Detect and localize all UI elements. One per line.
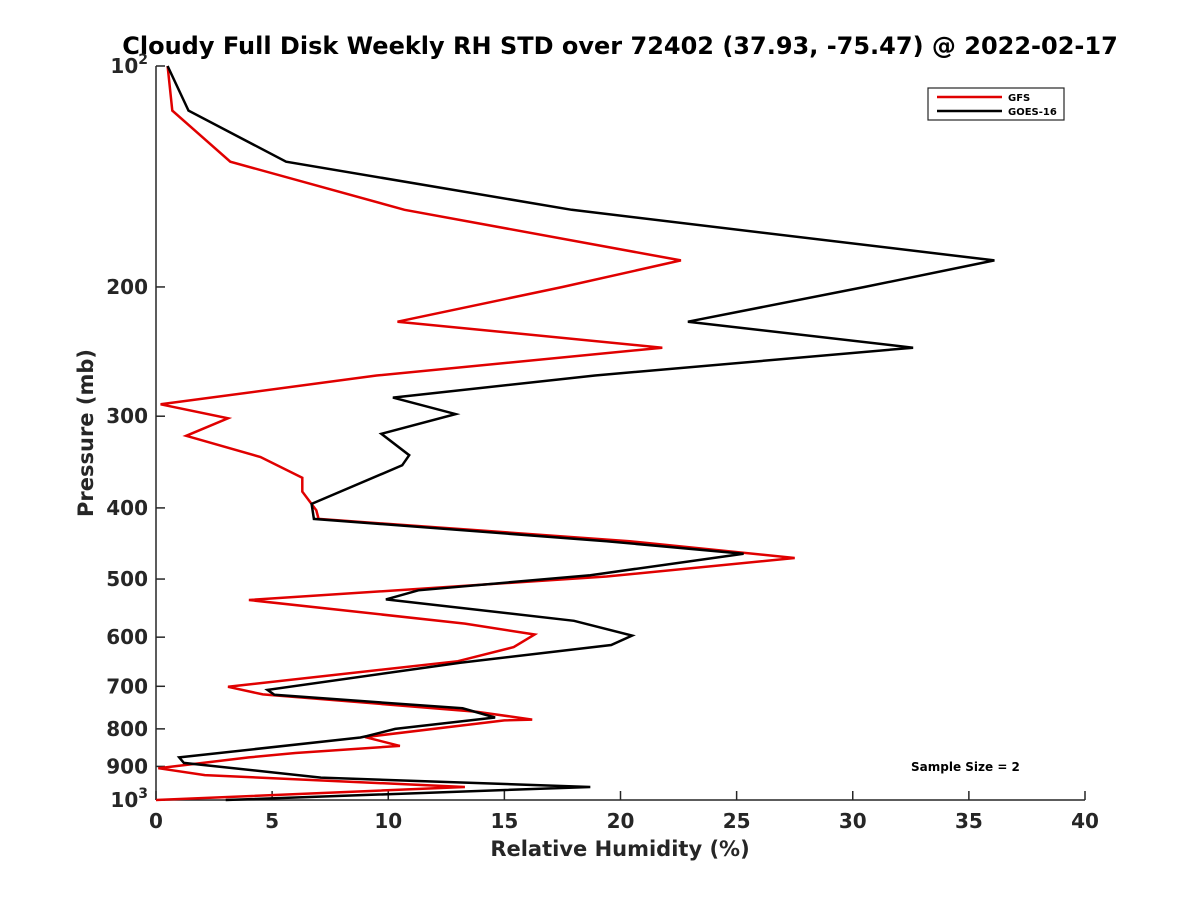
x-tick-label: 30 [839, 809, 867, 833]
y-tick-label: 400 [106, 496, 148, 520]
y-tick-label: 600 [106, 625, 148, 649]
x-tick-label: 10 [374, 809, 402, 833]
chart-title: Cloudy Full Disk Weekly RH STD over 7240… [122, 32, 1118, 60]
chart-title-layer: Cloudy Full Disk Weekly RH STD over 7240… [122, 32, 1118, 60]
y-tick-label: 103 [110, 786, 148, 812]
x-tick-label: 15 [490, 809, 518, 833]
x-tick-label: 35 [955, 809, 983, 833]
x-axis-ticks: 0 5 10 15 20 25 30 35 40 [149, 791, 1099, 833]
sample-size-annotation: Sample Size = 2 [911, 760, 1020, 774]
y-tick-label: 102 [110, 52, 148, 78]
y-tick-label: 700 [106, 674, 148, 698]
y-tick-label: 500 [106, 567, 148, 591]
x-tick-label: 5 [265, 809, 279, 833]
plot-frame [155, 66, 1085, 801]
series-layer [155, 65, 995, 802]
y-tick-label: 300 [106, 404, 148, 428]
legend-label-gfs: GFS [1008, 93, 1030, 104]
x-tick-label: 20 [607, 809, 635, 833]
y-axis-ticks: 102 200 300 400 500 600 700 800 900 103 [106, 52, 165, 812]
x-axis-label: Relative Humidity (%) [490, 837, 749, 861]
legend-box [927, 87, 1065, 121]
legend-label-goes16: GOES-16 [1008, 107, 1057, 118]
y-tick-label: 900 [106, 754, 148, 778]
y-tick-label: 200 [106, 275, 148, 299]
x-tick-label: 40 [1071, 809, 1099, 833]
series-line-goes16 [166, 65, 995, 802]
y-axis-label: Pressure (mb) [74, 349, 98, 517]
y-tick-label: 800 [106, 717, 148, 741]
x-tick-label: 25 [723, 809, 751, 833]
series-line-gfs [155, 65, 795, 802]
legend: GFS GOES-16 [927, 87, 1065, 121]
x-tick-label: 0 [149, 809, 163, 833]
